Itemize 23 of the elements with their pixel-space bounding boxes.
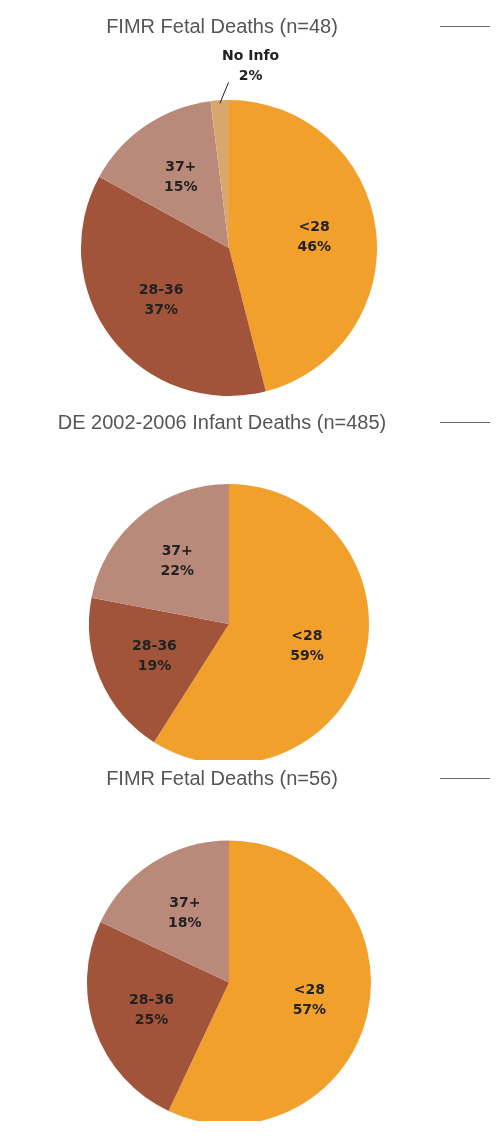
chart-title: FIMR Fetal Deaths (n=48) — [105, 14, 339, 38]
slice-label: 28-36 — [129, 991, 174, 1008]
data-label: 57% — [292, 1001, 327, 1018]
slice-label: 28-36 — [132, 636, 177, 653]
slice-label: <28 — [293, 981, 325, 998]
data-label: 22% — [160, 562, 194, 579]
data-label: 46% — [297, 237, 331, 254]
data-label: 59% — [290, 647, 324, 664]
data-label: 25% — [134, 1011, 169, 1028]
data-label: 37% — [144, 301, 178, 318]
slice-label: 28-36 — [138, 281, 184, 298]
data-label: 19% — [137, 656, 172, 673]
slice-label: <28 — [291, 627, 323, 644]
slice-label: 37+ — [169, 893, 201, 910]
chart-title: FIMR Fetal Deaths (n=56) — [105, 766, 339, 790]
data-label: 15% — [163, 177, 198, 194]
data-label: 18% — [168, 913, 202, 930]
chart-title: DE 2002-2006 Infant Deaths (n=485) — [56, 410, 388, 434]
slice-label: 37+ — [165, 157, 197, 174]
slice-label: <28 — [298, 217, 330, 234]
slice-label: No Info — [222, 46, 280, 63]
data-label: 2% — [238, 66, 263, 83]
slice-label: 37+ — [161, 542, 193, 559]
